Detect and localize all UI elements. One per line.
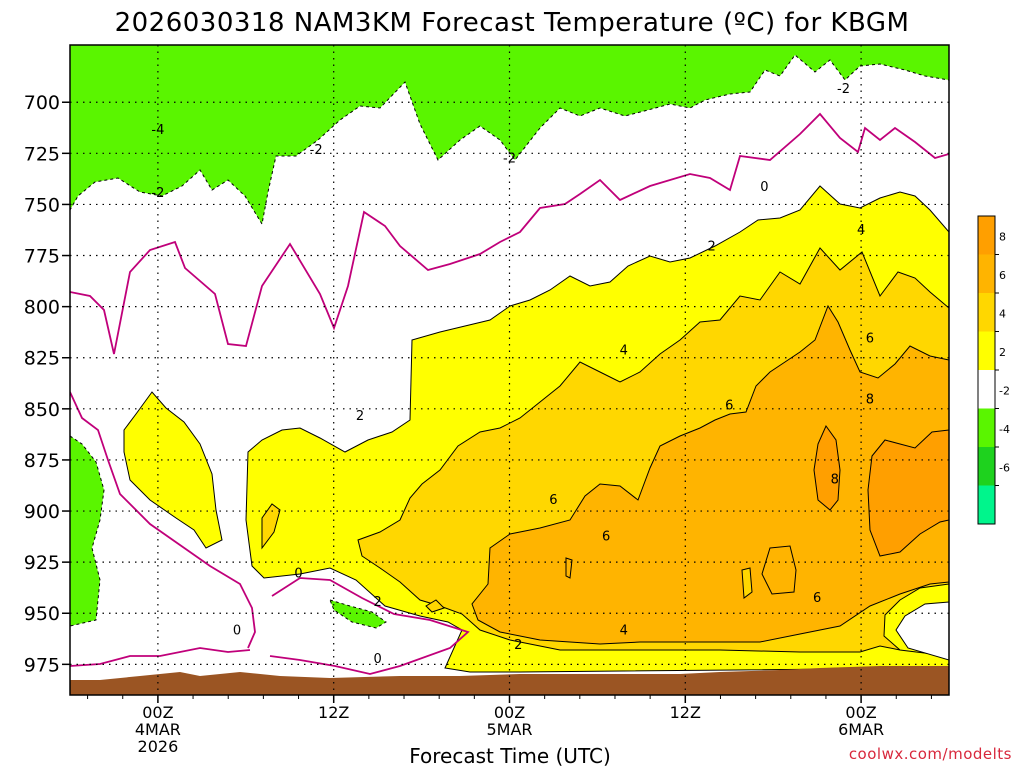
colorbar-frame: [977, 215, 996, 525]
contour-label: 4: [620, 344, 628, 359]
zero-isotherm-mid: [269, 577, 470, 675]
warm-region-8: [867, 429, 949, 557]
x-tick-label: 4MAR: [135, 720, 181, 739]
contour-label: 0: [374, 652, 382, 667]
cold-pocket: [329, 599, 387, 629]
contour-label: 8: [831, 472, 839, 487]
x-tick-label: 00Z: [494, 703, 525, 722]
chart-title: 2026030318 NAM3KM Forecast Temperature (…: [115, 8, 910, 38]
colorbar-swatch: [978, 254, 995, 293]
colorbar-label: 2: [999, 346, 1006, 359]
colorbar-label: 4: [999, 308, 1006, 321]
contour-label: 2: [374, 595, 382, 610]
temperature-fields: [70, 45, 949, 673]
contour-label: 6: [549, 493, 557, 508]
contour-label: 2: [514, 638, 522, 653]
x-tick-label: 12Z: [670, 703, 701, 722]
colorbar: 8 6 4 2 -2 -4 -6: [977, 215, 1010, 525]
y-axis: 700 725 750 775 800 825 850 875 900 925 950 975: [24, 92, 70, 676]
y-tick-label: 725: [24, 143, 60, 165]
zero-isotherm-upper: [70, 112, 949, 355]
y-tick-label: 875: [24, 450, 60, 472]
colorbar-swatch: [978, 447, 995, 486]
colorbar-swatch: [978, 408, 995, 447]
warm-pocket-6b: [565, 557, 573, 579]
contour-label: 4: [857, 223, 865, 238]
cold-region-left: [70, 435, 105, 627]
contour-label: 6: [866, 331, 874, 346]
zero-isotherm-lower: [70, 647, 251, 667]
cool-pocket-right-inner: [895, 601, 949, 661]
warm-pocket-2b: [425, 599, 445, 613]
cold-region-top: [70, 45, 949, 226]
watermark: coolwx.com/modelts: [849, 745, 1012, 763]
colorbar-swatch: [978, 293, 995, 332]
contour-label: -2: [151, 186, 164, 201]
warm-pocket-8: [813, 424, 841, 511]
x-axis-label: Forecast Time (UTC): [409, 744, 611, 768]
warm-pocket-2a: [261, 503, 281, 550]
warm-blob-left: [123, 391, 223, 549]
y-tick-label: 975: [24, 654, 60, 676]
x-tick-label: 6MAR: [838, 720, 884, 739]
zero-isotherm-left: [70, 391, 256, 649]
x-tick-label: 00Z: [845, 703, 876, 722]
colorbar-label: 8: [999, 231, 1006, 244]
contour-label: 8: [866, 393, 874, 408]
y-tick-label: 950: [24, 603, 60, 625]
zero-isotherms: [70, 112, 949, 675]
x-tick-label: 5MAR: [486, 720, 532, 739]
contour-label: -4: [151, 123, 164, 138]
colorbar-swatch: [978, 370, 995, 409]
colorbar-label: -6: [999, 462, 1010, 475]
x-tick-label: 12Z: [318, 703, 349, 722]
warm-pocket-6c: [741, 567, 753, 599]
contour-label: -2: [310, 143, 323, 158]
y-tick-label: 825: [24, 348, 60, 370]
x-tick-label: 00Z: [142, 703, 173, 722]
contour-label: 4: [620, 624, 628, 639]
y-tick-label: 750: [24, 194, 60, 216]
contour-label: 6: [725, 399, 733, 414]
colorbar-swatch: [978, 485, 995, 524]
colorbar-label: 6: [999, 269, 1006, 282]
ground: [70, 666, 949, 695]
grid: [70, 45, 949, 695]
y-tick-label: 925: [24, 552, 60, 574]
colorbar-swatch: [978, 331, 995, 370]
colorbar-label: -2: [999, 385, 1010, 398]
colorbar-label: -4: [999, 423, 1010, 436]
contour-label: -2: [503, 151, 516, 166]
contour-label: -2: [837, 82, 850, 97]
x-tick-label: 2026: [138, 737, 179, 756]
contour-label: 0: [233, 624, 241, 639]
y-tick-label: 775: [24, 246, 60, 268]
y-tick-label: 900: [24, 501, 60, 523]
contour-label: 0: [294, 566, 302, 581]
contour-label: 2: [708, 239, 716, 254]
warm-region-6: [471, 304, 949, 645]
contour-labels: -2 -4 -2 -2 -2 0 4 2 4 6 6 8 2 8 6 6 0 2 6 0 4 2 0: [151, 82, 874, 667]
y-tick-label: 800: [24, 297, 60, 319]
contour-label: 2: [356, 409, 364, 424]
warm-pocket-6a: [761, 545, 797, 595]
contour-label: 6: [602, 530, 610, 545]
contour-label: 0: [760, 180, 768, 195]
contour-label: 6: [813, 591, 821, 606]
y-tick-label: 850: [24, 399, 60, 421]
y-tick-label: 700: [24, 92, 60, 114]
colorbar-swatch: [978, 216, 995, 255]
